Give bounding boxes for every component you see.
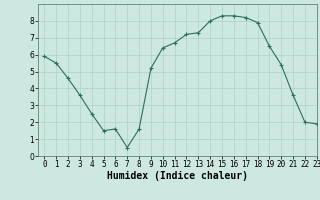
X-axis label: Humidex (Indice chaleur): Humidex (Indice chaleur) bbox=[107, 171, 248, 181]
